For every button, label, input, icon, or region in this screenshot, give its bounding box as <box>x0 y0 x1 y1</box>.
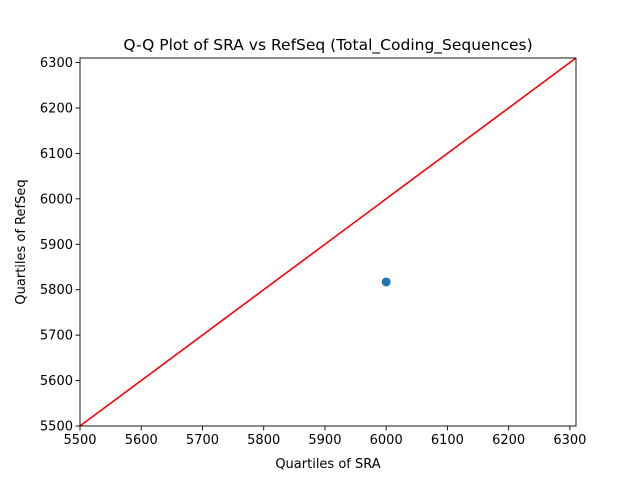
x-tick-label-6000: 6000 <box>370 433 403 448</box>
y-tick-label-6300: 6300 <box>40 56 73 71</box>
data-point-0 <box>381 277 391 287</box>
plot-frame <box>79 57 577 427</box>
x-tick-label-6200: 6200 <box>492 433 525 448</box>
x-tick-label-6100: 6100 <box>431 433 464 448</box>
y-tick-label-5900: 5900 <box>40 238 73 253</box>
x-tick-label-5700: 5700 <box>186 433 219 448</box>
x-tick-label-5800: 5800 <box>247 433 280 448</box>
x-tick-label-5900: 5900 <box>308 433 341 448</box>
y-tick-label-6100: 6100 <box>40 147 73 162</box>
chart-title: Q-Q Plot of SRA vs RefSeq (Total_Coding_… <box>123 36 532 55</box>
y-tick-label-6000: 6000 <box>40 192 73 207</box>
y-tick-label-5800: 5800 <box>40 283 73 298</box>
y-tick-label-5700: 5700 <box>40 329 73 344</box>
x-tick-label-5600: 5600 <box>125 433 158 448</box>
y-tick-label-6200: 6200 <box>40 101 73 116</box>
y-tick-label-5600: 5600 <box>40 374 73 389</box>
y-axis-label: Quartiles of RefSeq <box>14 179 29 304</box>
x-axis-label: Quartiles of SRA <box>275 457 380 472</box>
plot-area: 5500 5600 5700 5800 5900 6000 6100 6200 6300 5500… <box>40 56 587 448</box>
reference-line <box>80 58 576 426</box>
x-tick-label-6300: 6300 <box>553 433 586 448</box>
x-tick-label-5500: 5500 <box>63 433 96 448</box>
y-tick-label-5500: 5500 <box>40 420 73 435</box>
